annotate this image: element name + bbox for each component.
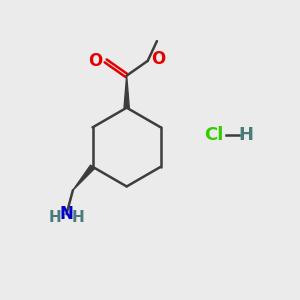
Text: O: O	[88, 52, 102, 70]
Polygon shape	[73, 165, 94, 190]
Polygon shape	[124, 76, 129, 108]
Text: O: O	[151, 50, 165, 68]
Text: H: H	[49, 210, 62, 225]
Text: H: H	[238, 126, 253, 144]
Text: Cl: Cl	[205, 126, 224, 144]
Text: H: H	[71, 210, 84, 225]
Text: N: N	[59, 205, 74, 223]
